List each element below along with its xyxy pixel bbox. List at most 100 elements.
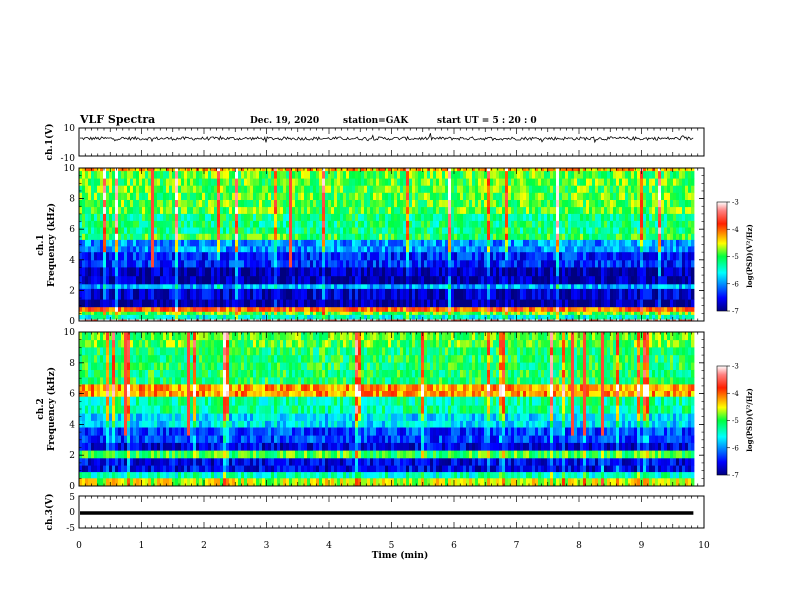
spectrogram-cell xyxy=(652,199,656,208)
spectrogram-cell xyxy=(82,319,86,321)
spectrogram-cell xyxy=(676,178,680,186)
spectrogram-cell xyxy=(442,284,446,290)
spectrogram-cell xyxy=(379,206,383,215)
spectrogram-cell xyxy=(142,185,146,193)
spectrogram-cell xyxy=(538,227,542,235)
spectrogram-cell xyxy=(196,206,200,215)
spectrogram-cell xyxy=(388,246,392,253)
spectrogram-cell xyxy=(292,233,296,241)
spectrogram-cell xyxy=(523,252,527,261)
spectrogram-cell xyxy=(541,213,545,221)
spectrogram-cell xyxy=(310,233,314,241)
spectrogram-cell xyxy=(544,252,548,261)
spectrogram-cell xyxy=(355,199,359,208)
spectrogram-cell xyxy=(313,299,317,308)
spectrogram-cell xyxy=(274,206,278,215)
spectrogram-cell xyxy=(496,267,500,277)
spectrogram-cell xyxy=(283,206,287,215)
spectrogram-cell xyxy=(175,168,179,172)
spectrogram-cell xyxy=(295,311,299,316)
spectrogram-cell xyxy=(397,227,401,235)
spectrogram-cell xyxy=(196,233,200,241)
spectrogram-cell xyxy=(418,233,422,241)
spectrogram-cell xyxy=(439,299,443,308)
spectrogram-cell xyxy=(625,288,629,300)
spectrogram-cell xyxy=(178,220,182,228)
spectrogram-cell xyxy=(577,192,581,200)
spectrogram-cell xyxy=(460,171,464,179)
spectrogram-cell xyxy=(274,299,278,308)
spectrogram-cell xyxy=(88,233,92,241)
spectrogram-cell xyxy=(448,233,452,241)
spectrogram-cell xyxy=(223,168,227,172)
spectrogram-cell xyxy=(646,171,650,179)
spectrogram-cell xyxy=(598,171,602,179)
spectrogram-cell xyxy=(229,275,233,285)
spectrogram-cell xyxy=(667,192,671,200)
spectrogram-cell xyxy=(313,319,317,321)
spectrogram-cell xyxy=(325,171,329,179)
spectrogram-cell xyxy=(541,233,545,241)
spectrogram-cell xyxy=(535,299,539,308)
spectrogram-cell xyxy=(505,275,509,285)
spectrogram-cell xyxy=(238,275,242,285)
spectrogram-cell xyxy=(307,185,311,193)
spectrogram-cell xyxy=(196,284,200,290)
spectrogram-cell xyxy=(88,220,92,228)
spectrogram-cell xyxy=(286,299,290,308)
spectrogram-cell xyxy=(403,259,407,268)
spectrogram-cell xyxy=(664,227,668,235)
spectrogram-cell xyxy=(169,227,173,235)
spectrogram-cell xyxy=(433,239,437,247)
spectrogram-cell xyxy=(580,246,584,253)
spectrogram-cell xyxy=(355,206,359,215)
spectrogram-cell xyxy=(91,259,95,268)
spectrogram-cell xyxy=(121,185,125,193)
spectrogram-cell xyxy=(547,233,551,241)
spectrogram-cell xyxy=(178,319,182,321)
spectrogram-cell xyxy=(439,288,443,300)
spectrogram-cell xyxy=(502,239,506,247)
spectrogram-cell xyxy=(664,239,668,247)
spectrogram-cell xyxy=(568,206,572,215)
spectrogram-cell xyxy=(322,178,326,186)
spectrogram-cell xyxy=(643,259,647,268)
spectrogram-cell xyxy=(283,233,287,241)
spectrogram-cell xyxy=(250,267,254,277)
spectrogram-cell xyxy=(460,252,464,261)
spectrogram-cell xyxy=(220,227,224,235)
spectrogram-cell xyxy=(454,311,458,316)
spectrogram-cell xyxy=(397,314,401,320)
spectrogram-cell xyxy=(550,168,554,172)
spectrogram-cell xyxy=(655,239,659,247)
spectrogram-cell xyxy=(418,239,422,247)
spectrogram-cell xyxy=(550,319,554,321)
spectrogram-cell xyxy=(517,233,521,241)
spectrogram-cell xyxy=(580,206,584,215)
spectrogram-cell xyxy=(667,185,671,193)
spectrogram-cell xyxy=(538,168,542,172)
spectrogram-cell xyxy=(343,239,347,247)
spectrogram-cell xyxy=(163,311,167,316)
spectrogram-cell xyxy=(304,239,308,247)
spectrogram-cell xyxy=(289,319,293,321)
spectrogram-cell xyxy=(187,178,191,186)
spectrogram-cell xyxy=(475,311,479,316)
spectrogram-cell xyxy=(181,259,185,268)
spectrogram-cell xyxy=(250,252,254,261)
spectrogram-cell xyxy=(454,314,458,320)
spectrogram-cell xyxy=(646,220,650,228)
spectrogram-cell xyxy=(595,267,599,277)
spectrogram-cell xyxy=(571,314,575,320)
spectrogram-cell xyxy=(232,299,236,308)
spectrogram-cell xyxy=(151,299,155,308)
spectrogram-cell xyxy=(640,275,644,285)
spectrogram-cell xyxy=(403,199,407,208)
spectrogram-cell xyxy=(667,227,671,235)
spectrogram-cell xyxy=(79,307,83,313)
spectrogram-cell xyxy=(358,319,362,321)
spectrogram-cell xyxy=(400,307,404,313)
spectrogram-cell xyxy=(340,213,344,221)
spectrogram-cell xyxy=(193,319,197,321)
spectrogram-cell xyxy=(325,185,329,193)
